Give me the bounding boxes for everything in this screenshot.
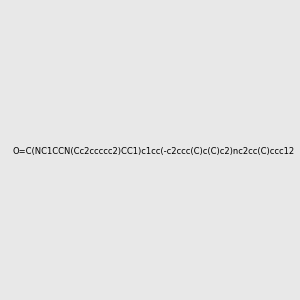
Text: O=C(NC1CCN(Cc2ccccc2)CC1)c1cc(-c2ccc(C)c(C)c2)nc2cc(C)ccc12: O=C(NC1CCN(Cc2ccccc2)CC1)c1cc(-c2ccc(C)c… [13, 147, 295, 156]
